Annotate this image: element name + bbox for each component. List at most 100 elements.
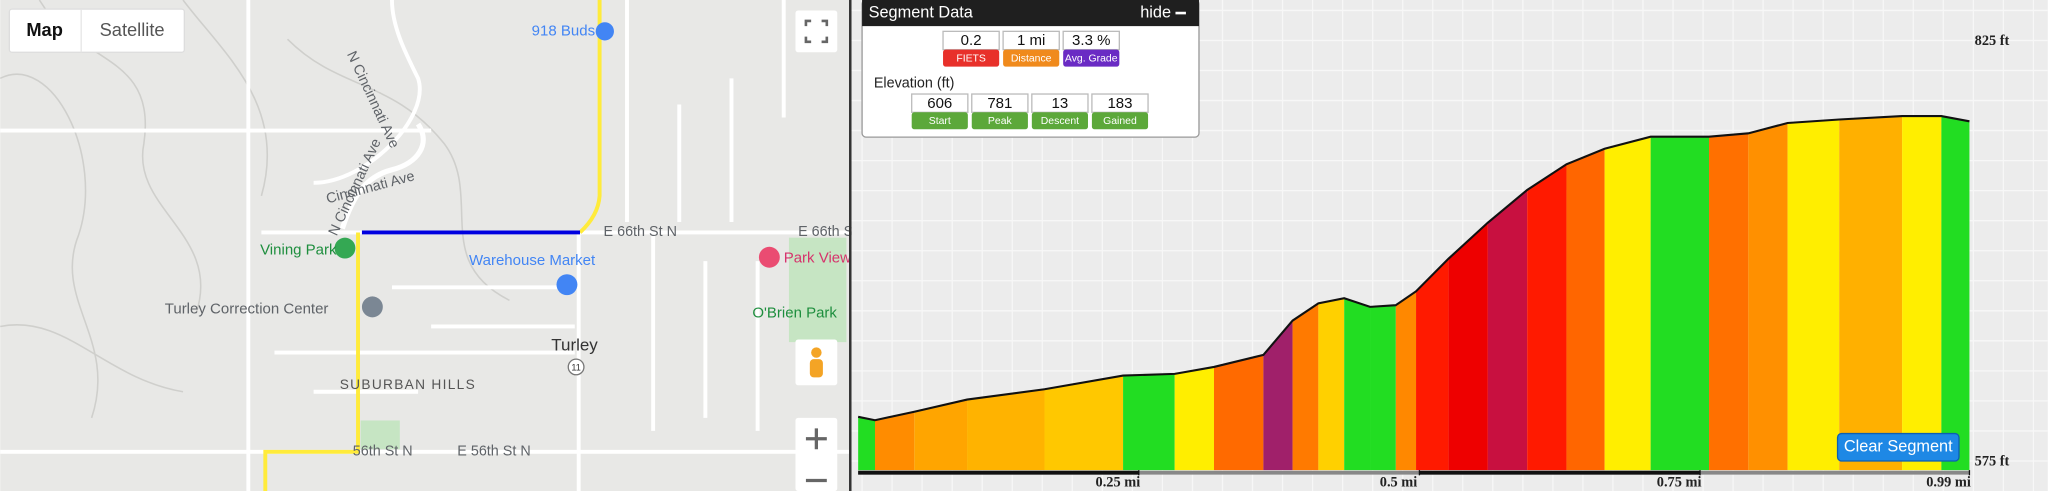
street-label: E 56th St N [457, 444, 530, 460]
grade-band [1902, 116, 1942, 471]
poi-label[interactable]: 918 Buds [532, 22, 595, 39]
area-label: SUBURBAN HILLS [340, 377, 476, 392]
grade-band [1566, 148, 1605, 471]
grade-band [1416, 258, 1449, 471]
place-label: Turley [551, 336, 598, 355]
elev-label-bg [1091, 112, 1149, 130]
poi-icon[interactable] [361, 296, 383, 318]
stat-label-bg [943, 49, 1000, 67]
hide-icon[interactable] [1175, 11, 1186, 15]
poi-label[interactable]: Park View [784, 250, 851, 267]
grade-band [1839, 116, 1903, 471]
elev-value: 781 [987, 95, 1012, 112]
stat-label: Avg. Grade [1065, 54, 1118, 65]
grade-band [1344, 298, 1371, 471]
segment-panel: Segment Data hide 0.2 FIETS 1 mi Distance 3.… [861, 0, 1200, 138]
grade-band [1527, 164, 1567, 471]
grade-band [1318, 298, 1345, 471]
poi-label[interactable]: O'Brien Park [752, 304, 837, 321]
grade-band [1448, 222, 1488, 471]
stat-label-bg [1003, 49, 1060, 67]
map-type-control: Map Satellite [8, 8, 185, 53]
grade-band [1941, 116, 1970, 471]
grade-band [1370, 305, 1396, 471]
x-tick-label: 0.75 mi [1657, 474, 1702, 490]
grade-band [1787, 119, 1840, 471]
grade-band [1604, 136, 1651, 471]
stat-boxes: 0.2 FIETS 1 mi Distance 3.3 % Avg. Grade [942, 30, 1120, 67]
stat-value: 0.2 [961, 32, 982, 49]
grade-band [1748, 122, 1788, 471]
grade-band [1650, 136, 1710, 471]
poi-icon[interactable] [595, 22, 614, 41]
poi-icon[interactable] [556, 274, 578, 296]
y-tick-label: 825 ft [1975, 33, 2010, 49]
clear-segment-label[interactable]: Clear Segment [1844, 438, 1953, 456]
elev-label: Gained [1103, 116, 1137, 127]
poi-label[interactable]: Warehouse Market [469, 252, 596, 269]
grade-band [914, 399, 968, 471]
park-area [360, 420, 400, 450]
hide-button[interactable]: hide [1140, 3, 1171, 21]
map-button[interactable]: Map [26, 19, 63, 40]
grade-band [1174, 366, 1214, 471]
clear-segment-button[interactable] [1836, 432, 1960, 462]
map-type-bg [8, 8, 185, 53]
street-label: E 66th St N [604, 224, 677, 240]
elev-label-bg [971, 112, 1028, 130]
elev-label: Descent [1041, 116, 1079, 127]
panel-title: Segment Data [869, 3, 974, 21]
grade-band [967, 389, 1045, 471]
stat-label: FIETS [956, 54, 986, 65]
route-shield [567, 358, 585, 376]
grade-band [1709, 133, 1749, 471]
grade-band [874, 411, 915, 471]
route-line [263, 232, 360, 491]
pegman-head [811, 347, 822, 358]
x-tick-label: 0.25 mi [1096, 474, 1141, 490]
poi-label[interactable]: Turley Correction Center [165, 300, 329, 317]
fullscreen-icon [804, 19, 829, 44]
pane-divider [849, 0, 852, 491]
grade-bands [858, 116, 1970, 471]
stat-value: 1 mi [1017, 32, 1045, 49]
elev-label-bg [911, 112, 968, 130]
grade-band [1044, 375, 1124, 471]
elevation-title: Elevation (ft) [874, 75, 955, 91]
button-bg [795, 10, 838, 53]
grade-band [1213, 354, 1264, 471]
grade-band [1263, 320, 1293, 471]
poi-icon[interactable] [758, 246, 780, 268]
elev-value: 13 [1052, 95, 1069, 112]
road-cincinnati [339, 122, 426, 230]
y-tick-label: 575 ft [1975, 454, 2010, 470]
grade-band [1123, 373, 1175, 471]
x-tick-label: 0.5 mi [1380, 474, 1418, 490]
street-label: 56th St N [353, 444, 413, 460]
elevation-boxes: 606 Start 781 Peak 13 Descent 183 Gained [911, 93, 1149, 130]
elev-label: Peak [988, 116, 1013, 127]
grade-band [1292, 303, 1319, 471]
zoom-control[interactable] [795, 417, 838, 491]
poi-icon[interactable] [334, 237, 356, 259]
fullscreen-button[interactable] [795, 10, 838, 53]
park-area [788, 237, 847, 343]
poi-label[interactable]: Vining Park [260, 242, 337, 259]
satellite-button[interactable]: Satellite [100, 19, 165, 40]
elev-value: 183 [1107, 95, 1132, 112]
elev-label: Start [929, 116, 951, 127]
grade-band [858, 416, 875, 471]
pegman[interactable] [795, 339, 838, 386]
map-bg [0, 0, 850, 491]
elevation-line [857, 115, 1970, 422]
pegman-body [809, 359, 823, 378]
route-line [578, 0, 602, 234]
elev-value: 606 [927, 95, 952, 112]
map[interactable]: 918 Buds Vining Park Warehouse Market Pa… [0, 0, 872, 491]
grade-band [1487, 189, 1528, 471]
x-tick-label: 0.99 mi [1926, 474, 1971, 490]
stat-label: Distance [1011, 54, 1052, 65]
